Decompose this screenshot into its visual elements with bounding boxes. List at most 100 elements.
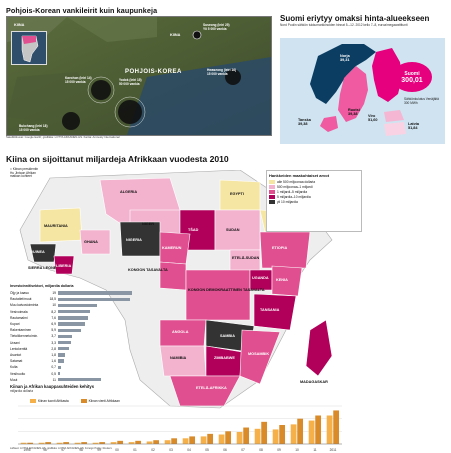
trade-export-bar bbox=[207, 433, 214, 444]
label-mozambique: MOSAMBIK bbox=[248, 352, 270, 356]
sector-bar bbox=[58, 309, 90, 314]
region-sweden: Ruotsi 39,38 bbox=[348, 108, 360, 116]
camp-suseong: Suseong (leiri 25) Yli 5 000 vankia bbox=[203, 23, 230, 31]
nordic-map-shapes bbox=[310, 44, 406, 136]
sector-value: 0,7 bbox=[51, 365, 56, 370]
trade-import-bar bbox=[146, 441, 153, 444]
korea-title: Pohjois-Korean vankileirit kuin kaupunke… bbox=[6, 6, 158, 15]
korea-inset-map bbox=[11, 31, 47, 65]
trade-import-bar bbox=[326, 415, 333, 444]
sector-name: Muu kaivostoiminta bbox=[10, 303, 39, 308]
label-angola: ANGOLA bbox=[172, 330, 189, 334]
trade-year-label: 01 bbox=[133, 448, 137, 452]
trade-import-bar bbox=[56, 442, 63, 444]
africa-source: Lähteet: LOTTA AKKANEN-HS. grafiikka: LO… bbox=[10, 447, 112, 450]
trade-export-bar bbox=[243, 427, 250, 444]
trade-export-bar bbox=[63, 442, 70, 444]
investment-legend-item: alle 500 miljoonaa dollaria bbox=[269, 180, 359, 184]
sector-value: 8,2 bbox=[51, 309, 56, 314]
sector-bar-chart: Investoinnit/sektori, miljardia dollaria… bbox=[10, 284, 140, 383]
legend-swatch bbox=[269, 195, 275, 199]
sector-value: 6,9 bbox=[51, 322, 56, 327]
sector-name: Tietoliikennetoimin. bbox=[10, 334, 39, 339]
russia-import-note: Sähkönkulutus Venäjältä 300 MWh bbox=[404, 97, 439, 105]
trade-import-bar bbox=[164, 440, 171, 444]
trade-import-bar bbox=[182, 438, 189, 444]
trade-year-label: 03 bbox=[169, 448, 173, 452]
label-niger: NIGER bbox=[142, 222, 155, 226]
investment-legend-item: 1 miljardi–5 miljardia bbox=[269, 190, 359, 194]
trade-title: Kiinan ja Afrikan kauppasuhteiden kehity… bbox=[10, 384, 95, 389]
investment-legend-item: 500 miljoonaa–1 miljardi bbox=[269, 185, 359, 189]
sector-value: 0,5 bbox=[51, 371, 56, 376]
trade-year-label: 11 bbox=[313, 448, 317, 452]
label-guinea: GUINEA bbox=[30, 250, 45, 254]
label-mauritania: MAURITANIA bbox=[44, 224, 68, 228]
trade-import-bar bbox=[200, 436, 207, 444]
country-label-china-top: KIINA bbox=[170, 33, 181, 37]
trade-chart: 1995 96 97 98 99 00 01 02 03 04 05 06 07 08 09 10 11 2011 bbox=[18, 405, 342, 452]
sector-row: Rakentaminen 5,9 bbox=[10, 327, 140, 333]
trade-year-label: 06 bbox=[223, 448, 227, 452]
legend-swatch bbox=[269, 200, 275, 204]
sector-bar bbox=[58, 334, 73, 339]
sector-bar bbox=[58, 303, 97, 308]
trade-export-bar bbox=[135, 440, 142, 444]
sector-row: Satamat 1,6 bbox=[10, 358, 140, 364]
trade-export-bar bbox=[261, 421, 268, 444]
trade-import-bar bbox=[92, 442, 99, 444]
sector-row: Öljy ja kaasu 19 bbox=[10, 290, 140, 296]
korea-source: Satelliittikuvat: Google Earth; grafiikk… bbox=[6, 135, 120, 139]
sector-value: 3,3 bbox=[51, 340, 56, 345]
legend-swatch bbox=[269, 190, 275, 194]
trade-export-bar bbox=[225, 431, 232, 444]
label-drc: KONGON DEMOKRAATTINEN TASAVALTA bbox=[188, 288, 265, 292]
africa-map: ALGERIA EGYPTI MAURITANIA NIGER TŠAD SUD… bbox=[10, 169, 340, 410]
sector-value: 18,5 bbox=[49, 297, 56, 302]
sector-value: 1,6 bbox=[51, 359, 56, 364]
trade-year-label: 99 bbox=[97, 448, 101, 452]
sector-value: 11 bbox=[52, 377, 56, 382]
sector-bar-title: Investoinnit/sektori, miljardia dollaria bbox=[10, 284, 74, 288]
trade-year-label: 09 bbox=[277, 448, 281, 452]
trade-chart-block: Kiinan ja Afrikan kauppasuhteiden kehity… bbox=[10, 384, 350, 452]
trade-import-bar bbox=[218, 434, 225, 444]
sector-bar bbox=[58, 316, 88, 320]
trade-legend-swatch bbox=[30, 399, 36, 403]
sector-name: Kulta bbox=[10, 365, 18, 370]
trade-year-label: 1995 bbox=[23, 448, 30, 452]
trade-export-bar bbox=[315, 415, 322, 444]
label-south-africa: ETELÄ-AFRIKKA bbox=[196, 386, 227, 390]
region-denmark: Tanska 39,38 bbox=[298, 118, 311, 126]
sector-bar bbox=[58, 359, 65, 363]
sector-rows: Öljy ja kaasu 19 Rautatiet/muut 18,5 Muu kai… bbox=[10, 290, 140, 383]
sector-row: Uraani 3,3 bbox=[10, 340, 140, 346]
sector-row: Asuntot 1,8 bbox=[10, 352, 140, 358]
trade-import-bar bbox=[20, 442, 27, 444]
korea-satellite-map: KIINA POHJOIS-KOREA KIINA Suseong (leiri… bbox=[6, 16, 272, 136]
sector-bar bbox=[58, 322, 85, 326]
sector-row: Muut 11 bbox=[10, 377, 140, 383]
trade-import-bar bbox=[38, 442, 45, 444]
trade-import-bar bbox=[254, 428, 261, 444]
trade-import-bar bbox=[74, 442, 81, 444]
trade-year-label: 2011 bbox=[330, 448, 337, 452]
sector-row: Rautamalmi 7,6 bbox=[10, 315, 140, 321]
sector-bar bbox=[58, 347, 69, 351]
trade-year-label: 97 bbox=[61, 448, 65, 452]
sector-bar bbox=[58, 371, 60, 376]
trade-legend-item: Kiinan tuonti Afrikasta bbox=[30, 399, 69, 403]
label-uganda: UGANDA bbox=[252, 276, 269, 280]
trade-year-label: 98 bbox=[79, 448, 83, 452]
sector-name: Muut bbox=[10, 377, 18, 382]
sector-bar bbox=[58, 340, 71, 345]
label-algeria: ALGERIA bbox=[120, 190, 138, 194]
sector-row: Vesivoimala 8,2 bbox=[10, 309, 140, 315]
sector-name: Satamat bbox=[10, 359, 23, 364]
country-label-north-korea: POHJOIS-KOREA bbox=[125, 69, 182, 75]
sector-bar bbox=[58, 365, 61, 370]
trade-export-bar bbox=[81, 442, 88, 444]
sector-value: 1,8 bbox=[51, 352, 56, 357]
sector-value: 5,9 bbox=[51, 328, 56, 333]
camp-yodok: Yodok (leiri 15) 50 000 vankia bbox=[119, 78, 142, 86]
